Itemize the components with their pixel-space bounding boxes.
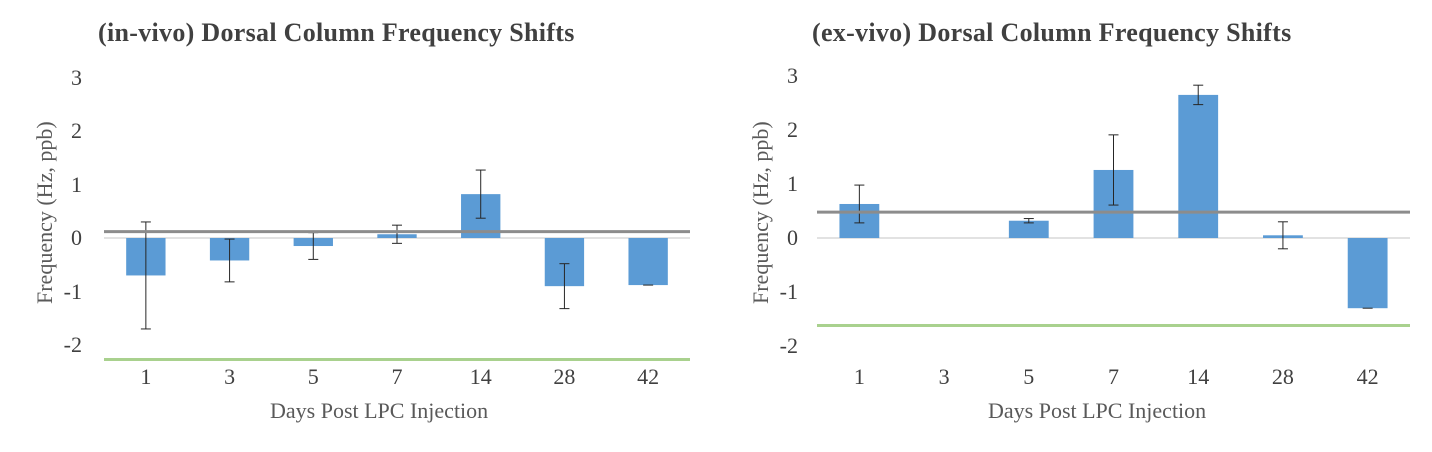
y-tick-label: 0 (71, 225, 82, 250)
chart-panel-ex-vivo: (ex-vivo) Dorsal Column Frequency Shifts… (716, 0, 1432, 452)
y-tick-label: 2 (787, 117, 798, 142)
bar-42 (628, 238, 668, 286)
x-tick-label: 28 (1271, 364, 1294, 389)
x-tick-label: 14 (1187, 364, 1210, 389)
x-tick-label: 14 (469, 364, 492, 389)
bar-5 (1008, 220, 1049, 238)
y-tick-label: -1 (779, 279, 798, 304)
x-tick-label: 7 (1108, 364, 1119, 389)
x-tick-label: 7 (391, 364, 403, 389)
y-tick-label: -1 (63, 278, 82, 304)
x-axis-label: Days Post LPC Injection (270, 398, 489, 423)
chart-title: (in-vivo) Dorsal Column Frequency Shifts (98, 18, 575, 47)
x-tick-label: 42 (637, 364, 660, 389)
y-tick-label: -2 (779, 333, 798, 358)
chart-panel-in-vivo: (in-vivo) Dorsal Column Frequency Shifts… (32, 18, 690, 423)
y-tick-label: 1 (787, 171, 798, 196)
x-tick-label: 3 (224, 364, 236, 389)
y-tick-label: 2 (71, 118, 82, 143)
y-axis-label: Frequency (Hz, ppb) (32, 121, 57, 304)
chart-title: (ex-vivo) Dorsal Column Frequency Shifts (812, 18, 1292, 47)
x-tick-label: 5 (307, 364, 319, 389)
chart-plot-area (104, 169, 690, 361)
x-tick-label: 5 (1023, 364, 1035, 389)
x-tick-label: 3 (938, 364, 950, 389)
y-tick-label: 3 (71, 64, 82, 90)
bar-42 (1347, 238, 1388, 309)
x-tick-label: 1 (140, 364, 152, 389)
y-tick-label: 3 (787, 63, 798, 88)
y-tick-label: -2 (63, 332, 82, 357)
chart-plot-area (817, 84, 1410, 327)
y-tick-label: 0 (787, 225, 798, 250)
x-axis-label: Days Post LPC Injection (988, 398, 1207, 423)
x-tick-label: 1 (853, 364, 865, 389)
y-tick-label: 1 (71, 171, 82, 197)
bar-14 (1178, 94, 1219, 239)
y-axis-label: Frequency (Hz, ppb) (748, 121, 773, 304)
x-tick-label: 42 (1356, 364, 1379, 389)
x-tick-label: 28 (553, 364, 576, 389)
